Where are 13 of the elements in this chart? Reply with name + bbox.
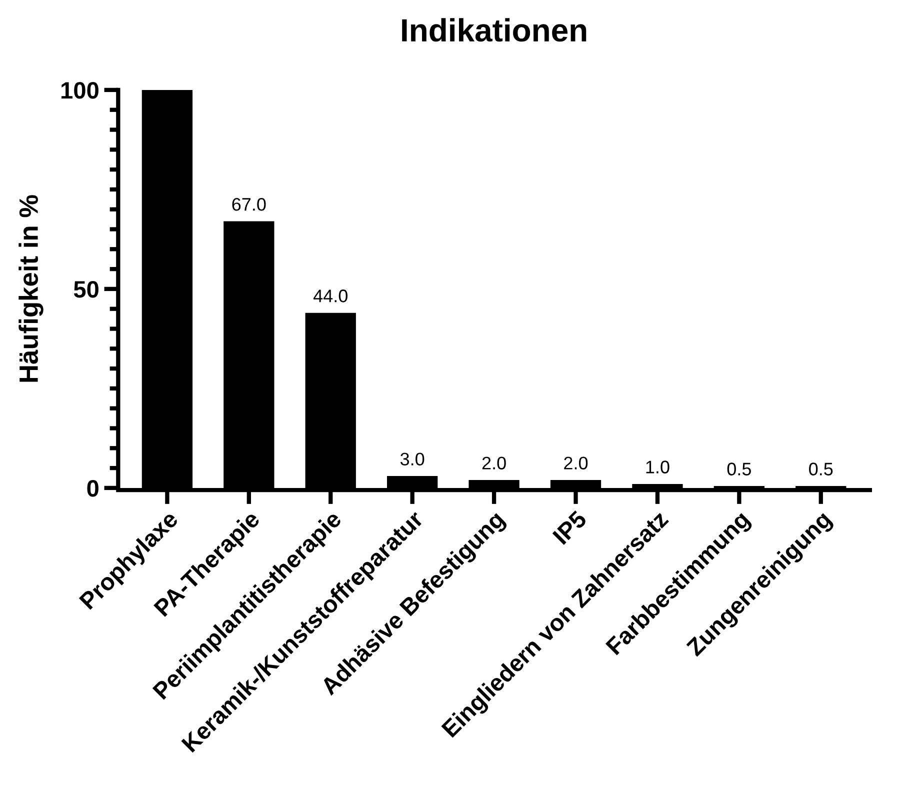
data-label: 2.0: [482, 456, 506, 470]
data-label: 0.5: [727, 462, 751, 476]
data-label: 0.5: [809, 462, 833, 476]
y-tick-label: 50: [74, 281, 98, 298]
y-axis-title: Häufigkeit in %: [18, 195, 44, 382]
y-tick-label: 0: [87, 480, 98, 497]
data-label: 67.0: [232, 198, 266, 211]
data-label: 3.0: [400, 452, 424, 466]
chart-title: Indikationen: [402, 18, 586, 42]
y-tick-label: 100: [62, 82, 98, 99]
data-label: 1.0: [646, 460, 670, 474]
data-label: 2.0: [564, 456, 588, 470]
data-label: 44.0: [313, 290, 348, 302]
